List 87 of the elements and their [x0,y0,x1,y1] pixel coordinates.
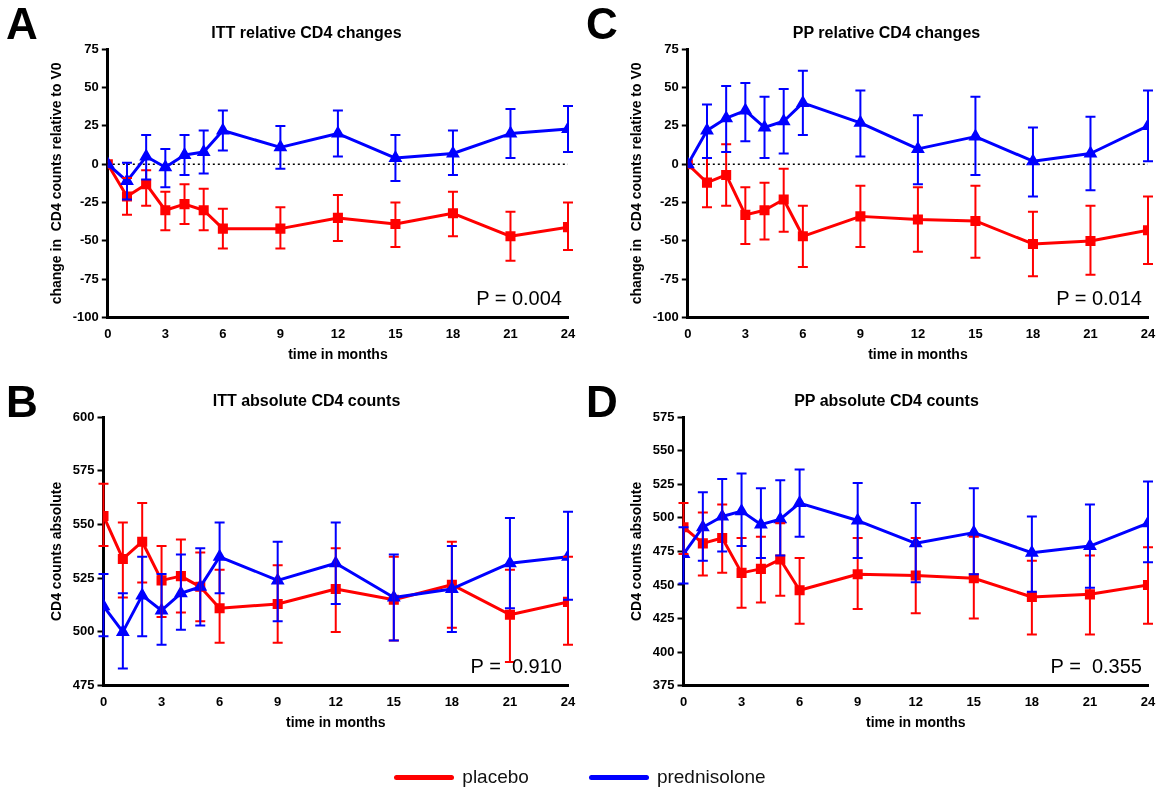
y-tick-label: 575 [652,408,675,424]
y-tick-label: 600 [72,408,95,424]
annotation: P = 0.004 [476,287,562,310]
text: C [586,0,618,48]
x-tick-label: 12 [910,325,926,341]
x-axis-title: time in months [288,346,388,363]
x-tick-label: 6 [216,693,224,709]
x-tick-label: 6 [799,325,807,341]
x-tick-label: 3 [737,693,746,709]
x-tick-label: 3 [161,325,169,341]
x-tick-label: 9 [854,693,862,709]
y-tick-label: 450 [652,576,675,592]
y-tick-label: 525 [652,475,675,491]
y-tick-label: -75 [660,270,679,286]
annotation: P = 0.910 [470,655,562,678]
x-tick-label: 18 [1024,693,1040,709]
x-tick-label: 15 [966,693,982,709]
x-axis-title: time in months [285,714,386,731]
y-tick-label: -50 [660,232,679,248]
x-tick-label: 3 [741,325,749,341]
x-tick-label: 21 [1082,693,1098,709]
x-tick-label: 15 [388,325,403,341]
x-tick-label: 6 [219,325,227,341]
x-tick-label: 21 [1083,325,1098,341]
x-tick-label: 18 [444,693,460,709]
x-tick-label: 9 [276,325,284,341]
x-tick-label: 3 [157,693,166,709]
x-tick-label: 12 [328,693,343,709]
y-axis-title: CD4 counts absolute [628,481,645,622]
y-axis-title: CD4 counts absolute [48,481,65,622]
y-tick-label: 50 [664,79,679,95]
y-tick-label: -50 [80,232,99,248]
y-tick-label: -25 [80,194,99,210]
x-tick-label: 21 [502,693,518,709]
chart-title: PP absolute CD4 counts [794,392,979,410]
y-tick-label: 575 [72,462,95,478]
y-tick-label: 0 [671,155,679,171]
x-axis-title: time in months [868,346,968,363]
x-tick-label: 24 [560,325,576,341]
y-tick-label: -25 [660,194,679,210]
y-tick-label: -75 [80,270,99,286]
y-tick-label: 25 [664,117,679,133]
x-tick-label: 21 [503,325,518,341]
chart-title: ITT relative CD4 changes [211,24,402,42]
y-axis-title: change in CD4 counts relative to V0 [48,62,65,305]
x-tick-label: 9 [274,693,282,709]
y-tick-label: -100 [72,309,99,325]
x-tick-label: 15 [386,693,402,709]
annotation: P = 0.014 [1056,287,1142,310]
y-tick-label: 425 [652,610,675,626]
x-tick-label: 18 [1025,325,1041,341]
x-tick-label: 0 [104,325,112,341]
text: B [6,377,38,426]
y-axis-title: change in CD4 counts relative to V0 [628,62,645,305]
y-tick-label: 0 [91,155,99,171]
y-tick-label: -100 [652,309,679,325]
x-tick-label: 0 [684,325,692,341]
y-tick-label: 475 [72,677,95,693]
x-tick-label: 24 [1140,325,1156,341]
y-tick-label: 550 [652,442,675,458]
chart-title: PP relative CD4 changes [792,24,981,42]
x-tick-label: 24 [1140,693,1156,709]
text: A [6,0,38,48]
y-tick-label: 500 [72,623,95,639]
y-tick-label: 75 [664,40,679,56]
y-tick-label: 400 [652,643,675,659]
legend-label: prednisolone [656,766,766,788]
x-tick-label: 12 [330,325,346,341]
y-tick-label: 550 [72,516,95,532]
x-tick-label: 6 [796,693,804,709]
y-tick-label: 525 [72,569,95,585]
x-tick-label: 15 [968,325,983,341]
x-tick-label: 9 [856,325,864,341]
y-tick-label: 50 [84,79,99,95]
chart-title: ITT absolute CD4 counts [212,392,401,410]
annotation: P = 0.355 [1050,655,1142,678]
y-tick-label: 500 [652,509,675,525]
x-tick-label: 18 [445,325,461,341]
y-tick-label: 375 [652,677,675,693]
x-tick-label: 12 [908,693,923,709]
y-tick-label: 75 [84,40,99,56]
legend-label: placebo [462,766,529,788]
y-tick-label: 25 [84,117,99,133]
y-tick-label: 475 [652,542,675,558]
text: D [586,377,618,426]
x-axis-title: time in months [865,714,966,731]
x-tick-label: 24 [560,693,576,709]
